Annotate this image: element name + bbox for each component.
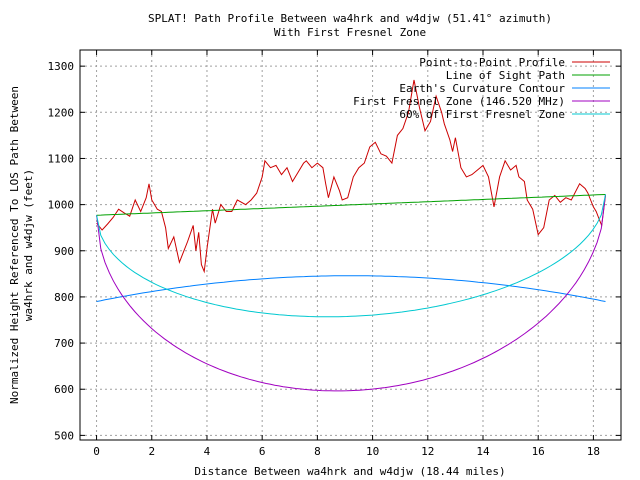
- y-tick-label: 1300: [48, 60, 75, 73]
- series-line-1: [96, 194, 606, 216]
- x-tick-label: 6: [259, 445, 266, 458]
- x-tick-label: 16: [532, 445, 545, 458]
- y-tick-label: 1200: [48, 106, 75, 119]
- y-tick-label: 1100: [48, 152, 75, 165]
- x-tick-label: 0: [93, 445, 100, 458]
- chart-title: SPLAT! Path Profile Between wa4hrk and w…: [148, 12, 552, 25]
- y-tick-label: 800: [54, 291, 74, 304]
- x-tick-label: 10: [366, 445, 379, 458]
- chart-subtitle: With First Fresnel Zone: [274, 26, 426, 39]
- y-tick-label: 500: [54, 429, 74, 442]
- series-line-3: [96, 194, 606, 392]
- x-tick-label: 12: [421, 445, 434, 458]
- x-tick-label: 8: [314, 445, 321, 458]
- legend-label-3: First Fresnel Zone (146.520 MHz): [353, 95, 565, 108]
- plot-frame: [79, 49, 622, 441]
- axis-ticks: 0 2 4 6 8 10 12 14 16 18 500 600 700 800 900 1000 1100 12…: [48, 50, 621, 458]
- grid: [80, 50, 621, 440]
- y-axis-label-line1: Normalized Height Referenced To LOS Path…: [8, 86, 21, 404]
- legend-label-2: Earth's Curvature Contour: [399, 82, 565, 95]
- y-tick-label: 700: [54, 337, 74, 350]
- y-tick-label: 600: [54, 383, 74, 396]
- series-group: [96, 79, 606, 392]
- y-axis-label-line2: wa4hrk and w4djw (feet): [22, 169, 35, 321]
- legend-label-0: Point-to-Point Profile: [419, 56, 565, 69]
- y-tick-label: 900: [54, 245, 74, 258]
- legend-label-1: Line of Sight Path: [446, 69, 565, 82]
- series-line-2: [96, 275, 606, 302]
- x-tick-label: 14: [476, 445, 490, 458]
- y-tick-label: 1000: [48, 199, 75, 212]
- x-tick-label: 2: [148, 445, 155, 458]
- series-line-4: [96, 194, 606, 318]
- legend-label-4: 60% of First Fresnel Zone: [399, 108, 565, 121]
- x-tick-label: 18: [587, 445, 600, 458]
- series-line-0: [96, 79, 606, 274]
- x-tick-label: 4: [204, 445, 211, 458]
- x-axis-label: Distance Between wa4hrk and w4djw (18.44…: [194, 465, 505, 478]
